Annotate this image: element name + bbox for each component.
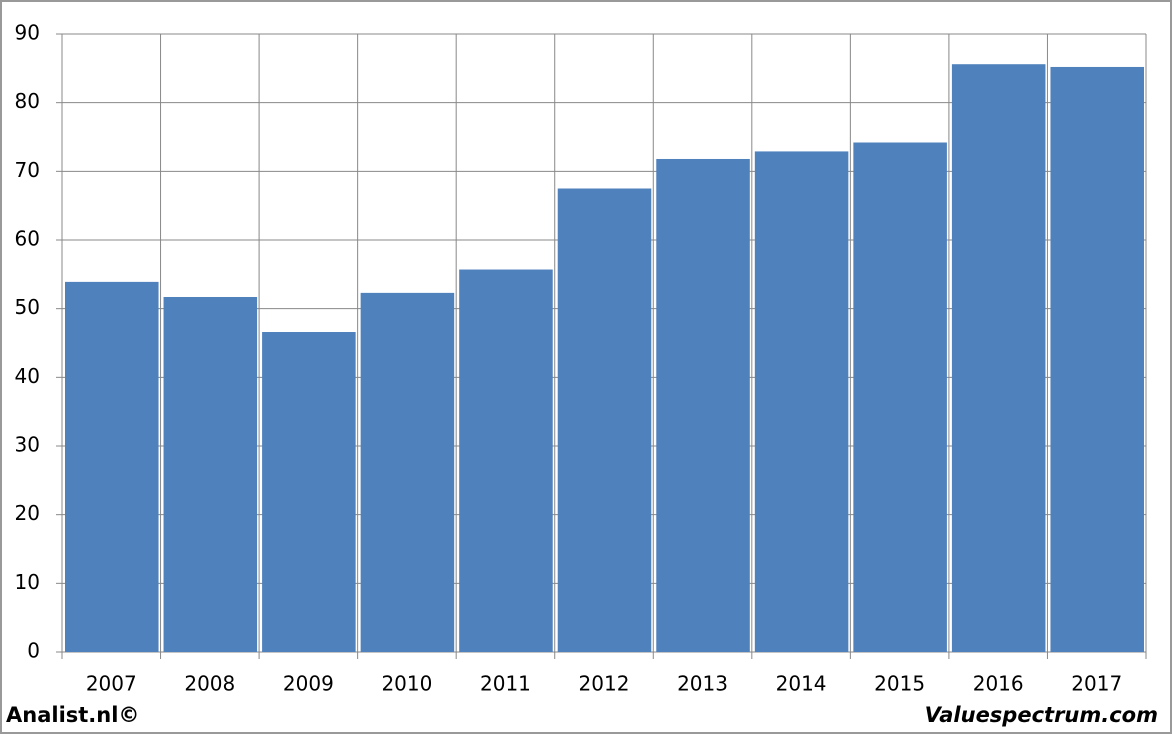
footer-left: Analist.nl© bbox=[6, 703, 139, 727]
bar bbox=[754, 151, 849, 653]
y-tick-label: 40 bbox=[15, 364, 40, 388]
y-tick-label: 10 bbox=[15, 570, 40, 594]
x-tick-label: 2012 bbox=[579, 672, 630, 696]
bar bbox=[262, 332, 356, 652]
x-tick-label: 2017 bbox=[1071, 672, 1122, 696]
x-tick-label: 2008 bbox=[184, 672, 235, 696]
y-tick-label: 50 bbox=[15, 295, 40, 319]
bar bbox=[853, 142, 947, 652]
bar bbox=[951, 64, 1046, 653]
y-tick-label: 30 bbox=[15, 433, 40, 457]
bar bbox=[360, 292, 455, 652]
bar bbox=[459, 269, 553, 652]
bar bbox=[557, 188, 652, 652]
x-tick-label: 2009 bbox=[283, 672, 334, 696]
y-tick-label: 20 bbox=[15, 501, 40, 525]
x-tick-label: 2014 bbox=[776, 672, 827, 696]
y-tick-label: 80 bbox=[15, 89, 40, 113]
footer-right: Valuespectrum.com bbox=[925, 703, 1158, 727]
x-tick-label: 2015 bbox=[874, 672, 925, 696]
x-tick-label: 2010 bbox=[381, 672, 432, 696]
x-tick-label: 2016 bbox=[973, 672, 1024, 696]
y-tick-label: 90 bbox=[15, 21, 40, 45]
y-tick-label: 70 bbox=[15, 158, 40, 182]
bar bbox=[65, 281, 159, 652]
x-tick-label: 2011 bbox=[480, 672, 531, 696]
x-tick-label: 2013 bbox=[677, 672, 728, 696]
x-tick-label: 2007 bbox=[86, 672, 137, 696]
y-tick-label: 0 bbox=[27, 639, 40, 663]
bar bbox=[1050, 66, 1144, 652]
bar bbox=[163, 296, 258, 652]
bar bbox=[656, 158, 750, 652]
y-tick-label: 60 bbox=[15, 227, 40, 251]
